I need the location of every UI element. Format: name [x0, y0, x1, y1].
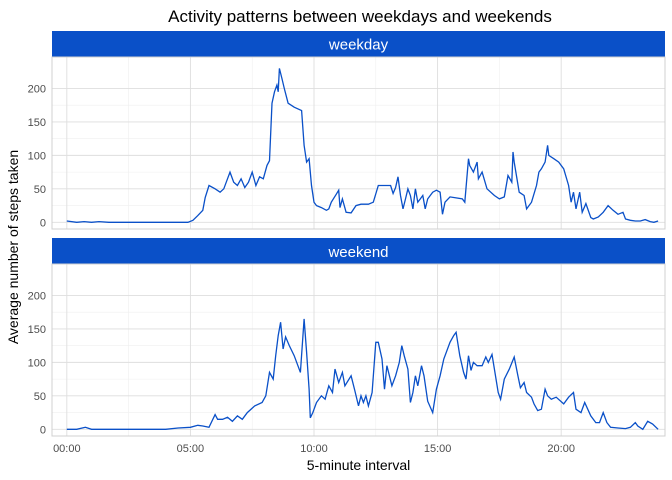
panel-border-weekend [51, 263, 666, 437]
y-axis-ticks-weekday: 0 50 100 150 200 [28, 83, 46, 229]
y-tick-label: 150 [28, 324, 46, 336]
y-tick-label: 0 [40, 424, 46, 436]
y-tick-label: 0 [40, 217, 46, 229]
y-tick-label: 200 [28, 83, 46, 95]
y-tick-label: 200 [28, 290, 46, 302]
y-tick-label: 100 [28, 150, 46, 162]
facet-panel-weekend: weekend 0 50 100 150 200 [28, 238, 666, 437]
grid-weekend [52, 264, 665, 436]
series-line-weekday [66, 68, 659, 223]
x-tick-label: 15:00 [424, 443, 452, 455]
y-axis-title: Average number of steps taken [5, 150, 21, 344]
y-tick-label: 50 [34, 391, 46, 403]
x-tick-label: 05:00 [177, 443, 205, 455]
chart-title: Activity patterns between weekdays and w… [168, 7, 552, 26]
x-tick-label: 10:00 [300, 443, 328, 455]
y-axis-ticks-weekend: 0 50 100 150 200 [28, 290, 46, 436]
facet-strip-weekday [52, 31, 665, 57]
y-tick-label: 50 [34, 184, 46, 196]
facet-strip-label-weekend: weekend [327, 244, 388, 261]
facet-panel-weekday: weekday 0 50 100 150 200 [28, 31, 666, 230]
panel-border-weekday [51, 56, 666, 230]
series-line-weekend [66, 318, 659, 431]
x-tick-label: 20:00 [547, 443, 575, 455]
facet-strip-weekend [52, 238, 665, 264]
x-axis-ticks: 00:00 05:00 10:00 15:00 20:00 [53, 443, 575, 455]
y-tick-label: 150 [28, 117, 46, 129]
grid-weekday [52, 57, 665, 229]
x-tick-label: 00:00 [53, 443, 81, 455]
x-axis-title: 5-minute interval [307, 457, 411, 473]
y-tick-label: 100 [28, 357, 46, 369]
facet-strip-label-weekday: weekday [328, 37, 389, 54]
